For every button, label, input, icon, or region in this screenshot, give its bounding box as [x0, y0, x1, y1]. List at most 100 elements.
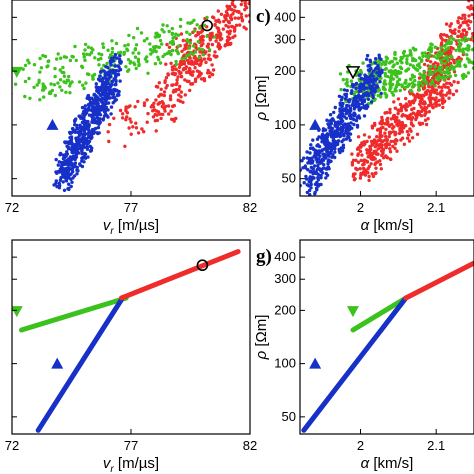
data-point — [74, 58, 79, 63]
data-point — [46, 64, 50, 68]
marker-triangle-down — [12, 66, 23, 78]
data-point — [411, 75, 415, 79]
panel-g: 2 2.1 50 100 200 300 400 α [km/s] ρ [Ωm] g) — [253, 239, 474, 472]
data-point — [442, 70, 446, 75]
data-point — [319, 176, 323, 180]
data-point — [304, 174, 308, 179]
data-point — [82, 151, 87, 156]
data-point — [307, 156, 312, 161]
data-point — [415, 63, 420, 67]
data-point — [161, 112, 165, 117]
data-point — [361, 98, 365, 102]
data-point — [128, 104, 132, 108]
data-point — [399, 55, 403, 60]
data-point — [434, 102, 439, 107]
data-point — [449, 40, 453, 44]
data-point — [37, 78, 41, 83]
data-point — [170, 65, 175, 69]
data-point — [340, 139, 344, 144]
data-point — [405, 129, 410, 134]
data-point — [80, 151, 84, 156]
plot-area — [12, 0, 250, 196]
data-point — [449, 36, 453, 40]
data-point — [23, 94, 27, 99]
data-point — [94, 82, 99, 86]
data-point — [409, 77, 413, 82]
data-point — [463, 16, 467, 21]
data-point — [320, 132, 325, 137]
data-point — [118, 79, 122, 83]
data-point — [106, 87, 111, 92]
data-point — [429, 60, 433, 64]
data-point — [179, 32, 184, 36]
data-point — [123, 144, 127, 148]
data-point — [238, 23, 242, 27]
series-red — [403, 260, 474, 301]
data-point — [108, 60, 113, 64]
data-point — [437, 98, 441, 103]
data-point — [423, 51, 427, 55]
data-point — [101, 76, 106, 81]
data-point — [231, 25, 235, 29]
data-point — [341, 109, 345, 113]
data-point — [383, 138, 387, 142]
data-point — [61, 180, 65, 184]
data-point — [339, 117, 344, 121]
data-point — [385, 156, 390, 160]
data-point — [433, 90, 437, 95]
data-point — [73, 44, 77, 49]
data-point — [42, 95, 46, 99]
data-point — [467, 44, 471, 49]
data-point — [244, 14, 248, 18]
data-point — [183, 78, 187, 82]
data-point — [176, 50, 180, 55]
data-point — [77, 80, 82, 84]
data-point — [395, 149, 399, 153]
data-point — [81, 134, 86, 138]
data-point — [171, 42, 175, 46]
data-point — [380, 153, 384, 158]
data-point — [98, 74, 102, 78]
data-point — [308, 151, 312, 155]
data-point — [371, 95, 375, 100]
data-point — [226, 38, 230, 42]
data-point — [175, 81, 179, 85]
data-point — [195, 61, 199, 66]
data-point — [390, 90, 394, 95]
data-point — [188, 41, 192, 45]
data-point — [102, 114, 107, 118]
data-point — [328, 151, 332, 155]
data-point — [448, 91, 452, 95]
data-point — [186, 39, 190, 43]
data-point — [165, 42, 169, 47]
data-point — [75, 165, 80, 170]
data-point — [113, 52, 118, 57]
data-point — [131, 125, 135, 129]
series-blue — [301, 295, 409, 433]
data-point — [229, 7, 233, 11]
data-point — [397, 77, 402, 82]
y-axis-label: ρ [Ωm] — [253, 76, 270, 122]
data-point — [174, 32, 178, 36]
data-point — [81, 83, 85, 87]
data-point — [403, 104, 408, 108]
data-point — [110, 91, 114, 95]
data-point — [325, 173, 330, 177]
data-point — [64, 179, 69, 183]
data-point — [313, 164, 317, 168]
data-point — [443, 61, 447, 66]
data-point — [365, 53, 370, 58]
data-point — [461, 28, 465, 32]
data-point — [233, 5, 237, 9]
data-point — [210, 72, 215, 77]
data-point — [441, 105, 445, 110]
data-point — [83, 58, 87, 62]
data-point — [403, 106, 407, 111]
data-point — [89, 108, 93, 112]
axes-frame — [299, 239, 474, 435]
series-green — [350, 295, 409, 333]
data-point — [21, 67, 25, 71]
data-point — [459, 23, 463, 28]
data-point — [346, 134, 350, 139]
